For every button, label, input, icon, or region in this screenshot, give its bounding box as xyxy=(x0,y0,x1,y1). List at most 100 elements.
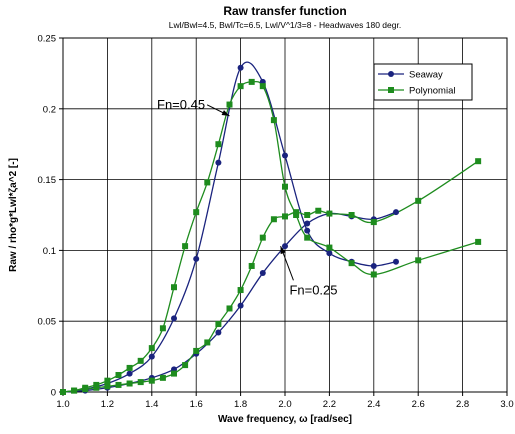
annotation-label: Fn=0.45 xyxy=(157,97,205,112)
x-tick-label: 2.4 xyxy=(367,399,380,410)
x-tick-label: 1.4 xyxy=(145,399,158,410)
data-point-polynomial xyxy=(259,83,266,90)
x-tick-label: 2.0 xyxy=(278,399,291,410)
data-point-seaway xyxy=(237,64,244,71)
data-point-seaway xyxy=(193,255,200,262)
data-point-polynomial xyxy=(304,212,311,218)
x-tick-label: 1.2 xyxy=(101,399,114,410)
y-tick-label: 0.2 xyxy=(43,104,56,115)
chart-subtitle: Lwl/Bwl=4.5, Bwl/Tc=6.5, Lwl/V^1/3=8 - H… xyxy=(169,20,401,30)
data-point-polynomial xyxy=(270,216,277,223)
data-point-polynomial xyxy=(159,325,166,332)
chart-title: Raw transfer function xyxy=(223,4,346,18)
y-tick-label: 0.1 xyxy=(43,246,56,257)
data-point-polynomial xyxy=(259,234,266,241)
data-point-polynomial xyxy=(159,374,166,381)
legend-polynomial-marker xyxy=(388,87,394,93)
annotations: Fn=0.45 Fn=0.25 xyxy=(157,97,338,297)
series-markers xyxy=(60,64,482,395)
data-point-seaway xyxy=(393,258,399,265)
data-point-polynomial xyxy=(171,284,177,291)
data-point-polynomial xyxy=(193,347,200,354)
annotation-arrowhead xyxy=(221,110,230,116)
data-point-polynomial xyxy=(326,210,333,217)
y-tick-label: 0.05 xyxy=(38,317,57,328)
data-point-polynomial xyxy=(60,389,66,395)
data-point-polynomial xyxy=(475,238,482,245)
data-point-polynomial xyxy=(115,372,122,379)
data-point-seaway xyxy=(259,270,266,277)
x-tick-label: 2.8 xyxy=(456,399,469,410)
data-point-polynomial xyxy=(282,183,288,190)
data-point-seaway xyxy=(148,353,155,360)
x-axis-label: Wave frequency, ω [rad/sec] xyxy=(218,414,352,425)
annotation-arrowhead xyxy=(280,246,286,255)
data-point-polynomial xyxy=(104,383,111,390)
data-point-polynomial xyxy=(115,381,122,388)
x-tick-label: 2.2 xyxy=(323,399,336,410)
data-point-polynomial xyxy=(248,78,255,85)
data-point-polynomial xyxy=(237,287,244,294)
data-point-polynomial xyxy=(326,244,333,251)
data-point-seaway xyxy=(237,302,244,309)
data-point-polynomial xyxy=(315,207,322,214)
x-tick-label: 1.0 xyxy=(56,399,69,410)
data-point-seaway xyxy=(304,227,311,234)
data-point-polynomial xyxy=(475,158,482,165)
data-point-polynomial xyxy=(82,386,89,393)
data-point-seaway xyxy=(304,220,311,227)
data-point-polynomial xyxy=(148,345,155,352)
x-tick-label: 3.0 xyxy=(500,399,513,410)
data-point-seaway xyxy=(126,370,133,377)
series-line-polynomial xyxy=(62,80,479,393)
data-point-polynomial xyxy=(204,339,211,346)
data-point-seaway xyxy=(393,209,399,216)
data-point-polynomial xyxy=(270,117,277,124)
data-point-polynomial xyxy=(226,305,233,312)
data-point-polynomial xyxy=(370,219,377,226)
data-point-polynomial xyxy=(93,384,100,391)
data-point-seaway xyxy=(215,329,222,336)
data-point-polynomial xyxy=(171,370,177,377)
data-point-seaway xyxy=(171,315,177,322)
y-tick-label: 0 xyxy=(51,388,56,399)
data-point-polynomial xyxy=(237,83,244,90)
data-point-polynomial xyxy=(215,321,222,328)
data-point-seaway xyxy=(370,262,377,269)
data-point-polynomial xyxy=(415,197,422,204)
y-tick-label: 0.15 xyxy=(38,175,57,186)
legend-seaway-label: Seaway xyxy=(409,70,443,81)
axis-ticks: 1.0 1.2 1.4 1.6 1.8 2.0 2.2 2.4 2.6 2.8 3.0 0 0.05 0.… xyxy=(38,34,514,411)
x-tick-label: 2.6 xyxy=(412,399,425,410)
data-point-polynomial xyxy=(193,209,200,216)
data-point-polynomial xyxy=(137,357,144,364)
data-point-polynomial xyxy=(215,141,222,148)
data-point-polynomial xyxy=(137,379,144,386)
data-point-polynomial xyxy=(104,377,111,384)
data-point-polynomial xyxy=(348,212,355,218)
data-point-polynomial xyxy=(415,257,422,264)
annotation-label: Fn=0.25 xyxy=(289,282,337,297)
data-point-seaway xyxy=(282,243,288,250)
data-point-polynomial xyxy=(126,364,133,371)
legend-seaway-marker xyxy=(388,71,394,77)
x-tick-label: 1.6 xyxy=(190,399,203,410)
data-point-polynomial xyxy=(248,262,255,269)
legend-box xyxy=(373,63,473,101)
data-point-polynomial xyxy=(148,377,155,384)
data-point-polynomial xyxy=(282,213,288,220)
data-point-polynomial xyxy=(370,271,377,278)
x-tick-label: 1.8 xyxy=(234,399,247,410)
y-axis-label: Raw / rho*g*Lwl*ζa^2 [-] xyxy=(8,158,19,272)
legend: Seaway Polynomial xyxy=(373,63,473,101)
data-point-seaway xyxy=(326,250,333,257)
data-point-polynomial xyxy=(348,260,355,267)
series-line-seaway xyxy=(62,61,397,393)
data-point-polynomial xyxy=(304,234,311,241)
data-point-polynomial xyxy=(71,387,78,394)
legend-polynomial-label: Polynomial xyxy=(409,86,455,97)
data-point-polynomial xyxy=(226,101,233,108)
data-point-polynomial xyxy=(182,243,189,250)
data-point-polynomial xyxy=(126,380,133,387)
